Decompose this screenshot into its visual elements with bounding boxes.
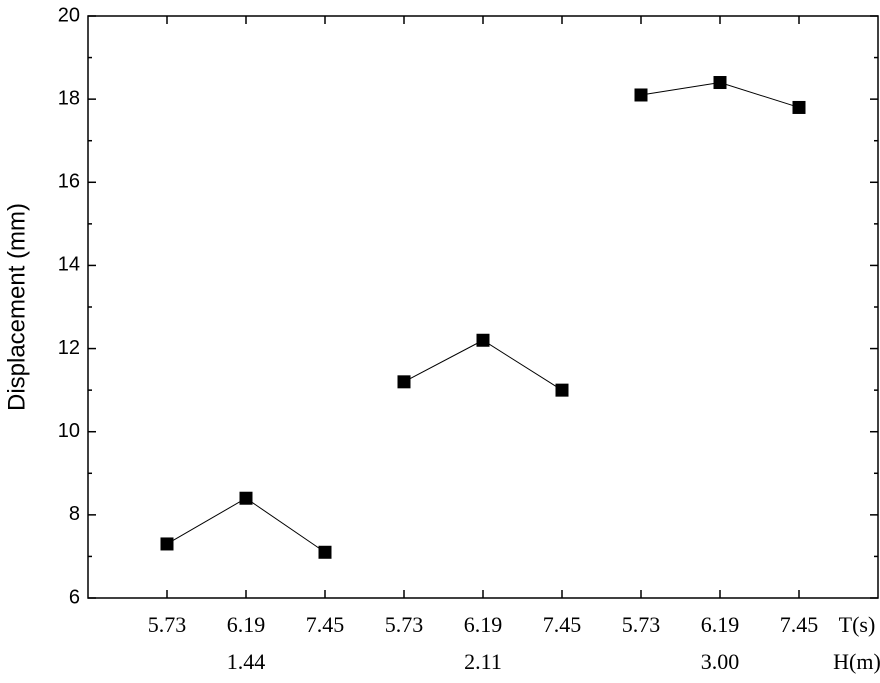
marker [318,545,332,559]
y-tick-label: 6 [69,586,80,608]
x-tick-label: 7.45 [306,612,345,637]
group-label: 2.11 [464,649,502,674]
group-axis-label: H(m) [833,649,880,674]
x-tick-label: 6.19 [464,612,503,637]
x-tick-label: 5.73 [622,612,661,637]
y-tick-label: 20 [58,4,80,26]
marker [713,76,727,90]
marker [160,537,174,551]
marker [634,88,648,102]
y-tick-label: 16 [58,171,80,193]
marker [476,333,490,347]
x-tick-label: 6.19 [701,612,740,637]
x-tick-label: 5.73 [148,612,187,637]
y-tick-label: 14 [58,254,80,276]
marker [792,100,806,114]
marker [239,491,253,505]
group-label: 3.00 [701,649,740,674]
line-segment [166,497,326,553]
group-label: 1.44 [227,649,266,674]
x-axis-label: T(s) [839,612,876,637]
y-tick-label: 12 [58,337,80,359]
marker [397,375,411,389]
marker [555,383,569,397]
y-tick-label: 8 [69,503,80,525]
x-tick-label: 6.19 [227,612,266,637]
plot-frame [87,15,879,599]
y-tick-label: 18 [58,87,80,109]
y-axis-label: Displacement (mm) [3,203,30,411]
x-tick-label: 5.73 [385,612,424,637]
line-segment [403,339,563,391]
x-tick-label: 7.45 [780,612,819,637]
y-tick-label: 10 [58,420,80,442]
x-tick-label: 7.45 [543,612,582,637]
